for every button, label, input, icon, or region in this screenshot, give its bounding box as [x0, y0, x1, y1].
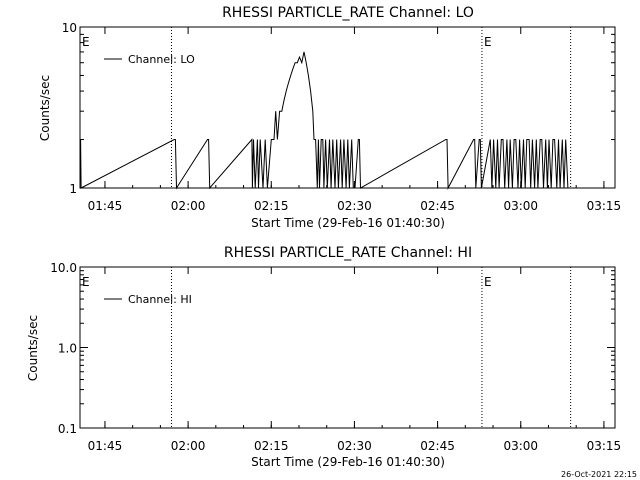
series-line-lo-0: [80, 51, 569, 190]
x-tick-label-lo-5: 03:00: [503, 199, 538, 213]
x-tick-label-lo-4: 02:45: [420, 199, 455, 213]
x-tick-label-lo-0: 01:45: [88, 199, 123, 213]
legend-lo: Channel: LO: [104, 53, 195, 66]
legend-label-lo: Channel: LO: [128, 53, 195, 66]
x-tick-label-hi-3: 02:30: [337, 439, 372, 453]
marks-group-lo: [80, 51, 569, 190]
x-tick-label-hi-5: 03:00: [503, 439, 538, 453]
plot-frame-lo: [79, 26, 616, 189]
y-tick-label-hi-1: 1.0: [58, 342, 77, 356]
eclipse-marker-lo-1: E: [484, 35, 492, 49]
x-axis-label-hi: Start Time (29-Feb-16 01:40:30): [251, 455, 445, 469]
x-tick-label-lo-1: 02:00: [171, 199, 206, 213]
y-tick-label-lo-0: 1: [69, 182, 77, 196]
x-axis-label-lo: Start Time (29-Feb-16 01:40:30): [251, 216, 445, 230]
y-tick-label-hi-0: 0.1: [58, 422, 77, 436]
x-tick-label-hi-1: 02:00: [171, 439, 206, 453]
legend-hi: Channel: HI: [104, 293, 192, 306]
eclipse-marker-hi-0: E: [82, 275, 90, 289]
footer-timestamp: 26-Oct-2021 22:15: [561, 470, 637, 479]
x-tick-label-lo-3: 02:30: [337, 199, 372, 213]
chart-title-lo: RHESSI PARTICLE_RATE Channel: LO: [222, 5, 474, 21]
plot-frame-hi: [79, 266, 616, 429]
x-tick-label-hi-4: 02:45: [420, 439, 455, 453]
chart-title-hi: RHESSI PARTICLE_RATE Channel: HI: [224, 245, 472, 261]
overlay-group-lo: E E 01:45 02:00 02:15 02:30 02:45 03:00 03:15 1 10: [62, 21, 621, 213]
y-tick-label-lo-1: 10: [62, 21, 77, 35]
x-tick-label-hi-0: 01:45: [88, 439, 123, 453]
legend-label-hi: Channel: HI: [128, 293, 192, 306]
x-tick-label-lo-6: 03:15: [587, 199, 622, 213]
chart-panel-lo: RHESSI PARTICLE_RATE Channel: LO Counts/…: [38, 5, 621, 230]
x-tick-label-hi-2: 02:15: [254, 439, 289, 453]
y-axis-label-lo: Counts/sec: [38, 75, 52, 141]
x-tick-label-lo-2: 02:15: [254, 199, 289, 213]
x-tick-label-hi-6: 03:15: [587, 439, 622, 453]
eclipse-marker-lo-0: E: [82, 35, 90, 49]
chart-panel-hi: RHESSI PARTICLE_RATE Channel: HI Counts/…: [26, 245, 621, 469]
eclipse-marker-hi-1: E: [484, 275, 492, 289]
y-axis-label-hi: Counts/sec: [26, 315, 40, 381]
y-tick-label-hi-2: 10.0: [50, 261, 77, 275]
overlay-group-hi: E E 01:45 02:00 02:15 02:30 02:45 03:00 03:15 0.1…: [50, 261, 621, 453]
